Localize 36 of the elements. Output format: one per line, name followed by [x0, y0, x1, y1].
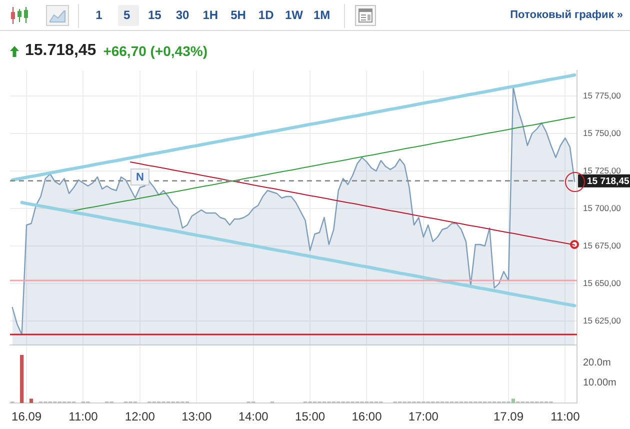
text: 15 — [148, 8, 162, 23]
x-tick-label: 11:00 — [68, 410, 98, 424]
y-tick-label: 15 775,00 — [583, 90, 622, 100]
text: 1W — [284, 8, 303, 23]
bar — [29, 398, 34, 403]
text: 5 — [124, 8, 130, 23]
bar — [20, 354, 24, 403]
x-tick-label: 16:00 — [352, 410, 382, 424]
y-tick-label: 15 700,00 — [583, 202, 622, 213]
x-tick-label: 14:00 — [238, 410, 269, 424]
chart-title: 15.718,45 — [25, 42, 96, 60]
x-tick-label: 11:00 — [550, 410, 580, 424]
x-tick-label: 15:00 — [295, 410, 326, 424]
chart-subtitle: +66,70 (+0,43%) — [103, 43, 208, 59]
text: 5H — [230, 8, 246, 23]
annotation: N — [136, 172, 144, 184]
y-tick-label: 15 625,00 — [583, 315, 622, 326]
y-tick-label: 15 725,00 — [583, 165, 622, 176]
text: 1 — [96, 8, 102, 23]
x-tick-label: 13:00 — [182, 410, 212, 424]
text: Потоковый график » — [510, 8, 623, 23]
x-tick-label: 17.09 — [493, 410, 524, 424]
text: 1M — [313, 8, 330, 23]
text: 1D — [258, 8, 274, 23]
y-tick-label: 15 650,00 — [583, 278, 622, 288]
text: 30 — [176, 8, 190, 23]
x-tick-label: 17:00 — [408, 410, 439, 424]
y-tick-label: 20.0m — [583, 358, 611, 369]
x-tick-label: 16.09 — [12, 410, 42, 424]
ref-line-label: 15 718,45 — [587, 176, 630, 187]
y-tick-label: 10.00m — [583, 378, 616, 389]
text: 1H — [202, 8, 218, 23]
y-tick-label: 15 750,00 — [583, 128, 622, 138]
x-tick-label: 12:00 — [124, 410, 156, 424]
y-tick-label: 15 675,00 — [583, 240, 622, 250]
bar — [511, 398, 516, 403]
